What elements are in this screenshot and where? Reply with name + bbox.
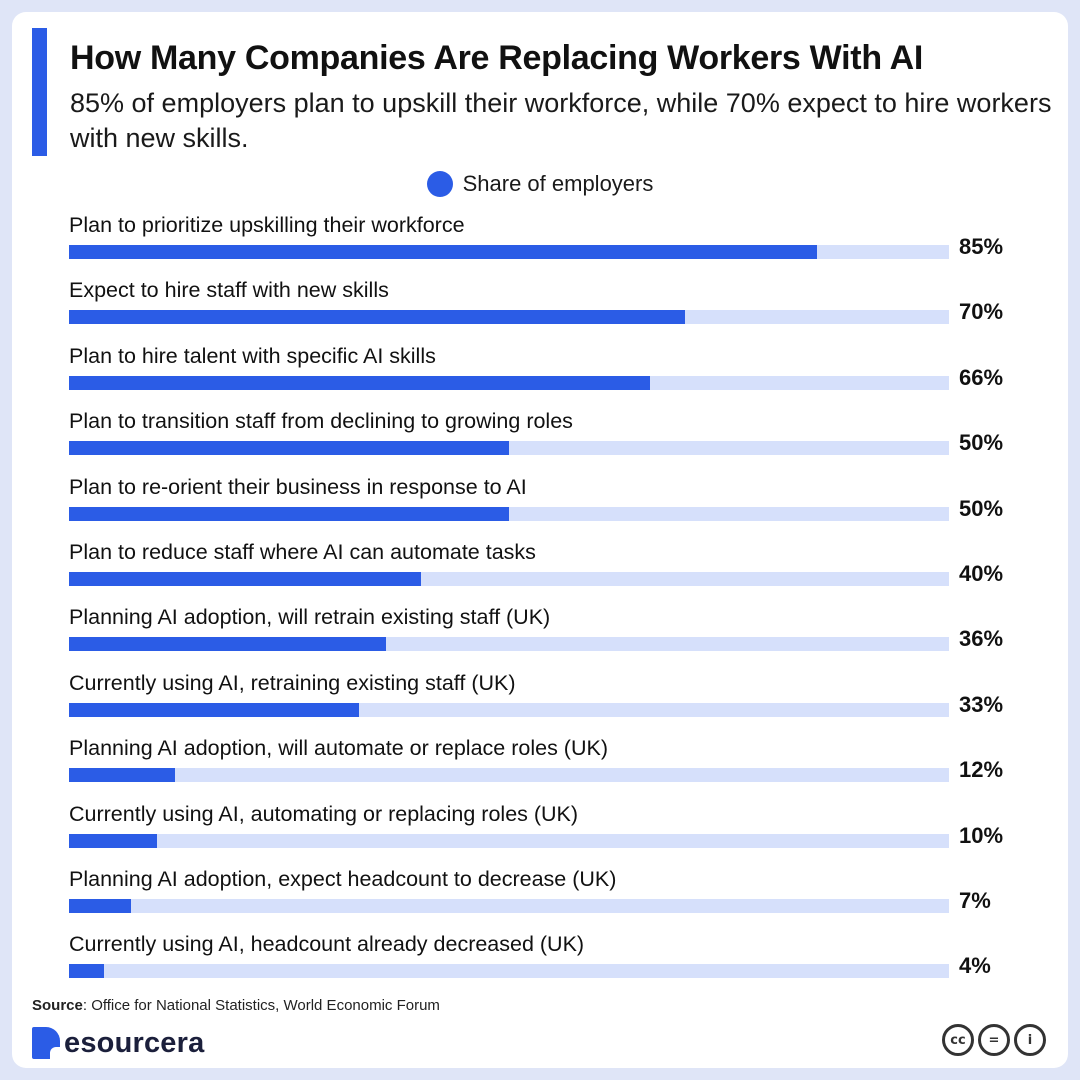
bar-track xyxy=(69,245,949,259)
bar-value-label: 50% xyxy=(959,495,1004,521)
bar-value-label: 36% xyxy=(959,626,1004,652)
bar-track xyxy=(69,310,949,325)
bar-value-label: 4% xyxy=(959,953,991,979)
bar-track xyxy=(69,768,949,783)
bar-value-label: 12% xyxy=(959,757,1004,783)
bar xyxy=(69,833,157,848)
person-icon: i xyxy=(1014,1024,1046,1056)
bar-track xyxy=(69,899,949,913)
bar-label: Plan to reduce staff where AI can automa… xyxy=(69,540,536,564)
license-icons: cc = i xyxy=(942,1024,1046,1056)
equals-icon: = xyxy=(978,1024,1010,1056)
brand-name: esourcera xyxy=(64,1026,205,1059)
bar-value-label: 50% xyxy=(959,430,1004,456)
legend-label: Share of employers xyxy=(462,171,654,196)
bar-label: Plan to hire talent with specific AI ski… xyxy=(69,343,436,368)
bar xyxy=(69,310,685,325)
chart-title: How Many Companies Are Replacing Workers… xyxy=(70,39,924,77)
bar xyxy=(69,375,650,390)
bar-label: Currently using AI, automating or replac… xyxy=(69,801,579,826)
brand-logo: esourcera xyxy=(32,1026,204,1060)
bar-track xyxy=(69,506,949,521)
bar-label: Planning AI adoption, will automate or r… xyxy=(69,736,608,761)
bar-track xyxy=(69,637,949,652)
bar-track xyxy=(69,964,949,979)
bar-value-label: 33% xyxy=(959,691,1004,717)
bar xyxy=(69,572,421,586)
bar xyxy=(69,964,104,979)
bar-value-label: 7% xyxy=(959,888,991,913)
bar-value-label: 66% xyxy=(959,364,1004,390)
bar-track xyxy=(69,833,949,848)
bar-label: Plan to prioritize upskilling their work… xyxy=(69,213,465,237)
bar-value-label: 85% xyxy=(959,234,1004,259)
infographic-card: How Many Companies Are Replacing Workers… xyxy=(12,12,1068,1068)
title-accent-bar xyxy=(32,28,47,156)
bar-label: Currently using AI, retraining existing … xyxy=(69,670,516,695)
cc-icon: cc xyxy=(942,1024,974,1056)
bar-track xyxy=(69,702,949,717)
bar-track xyxy=(69,441,949,456)
bar-value-label: 40% xyxy=(959,561,1004,586)
source-label: Source xyxy=(32,997,83,1014)
chart-subtitle: 85% of employers plan to upskill their w… xyxy=(70,88,1052,153)
bar-label: Plan to re-orient their business in resp… xyxy=(69,474,527,499)
bar-chart: Plan to prioritize upskilling their work… xyxy=(12,12,1068,1068)
bar-label: Plan to transition staff from declining … xyxy=(69,409,573,434)
brand-mark-icon xyxy=(32,1027,62,1059)
bar xyxy=(69,702,359,717)
bar xyxy=(69,245,817,259)
source-text: : Office for National Statistics, World … xyxy=(82,997,440,1014)
bar xyxy=(69,506,509,521)
bar-label: Currently using AI, headcount already de… xyxy=(69,932,585,957)
bar-label: Planning AI adoption, expect headcount t… xyxy=(69,867,617,891)
bar xyxy=(69,637,386,652)
source-note: Source: Office for National Statistics, … xyxy=(32,997,440,1014)
legend: Share of employers xyxy=(12,170,1068,198)
bar xyxy=(69,441,509,456)
bar-value-label: 70% xyxy=(959,299,1004,325)
bar-label: Planning AI adoption, will retrain exist… xyxy=(69,605,551,630)
bar-track xyxy=(69,572,949,586)
bar xyxy=(69,899,131,913)
legend-swatch xyxy=(426,171,453,197)
bar-value-label: 10% xyxy=(959,822,1004,848)
bar-label: Expect to hire staff with new skills xyxy=(69,278,389,303)
bar xyxy=(69,768,175,783)
bar-track xyxy=(69,375,949,390)
